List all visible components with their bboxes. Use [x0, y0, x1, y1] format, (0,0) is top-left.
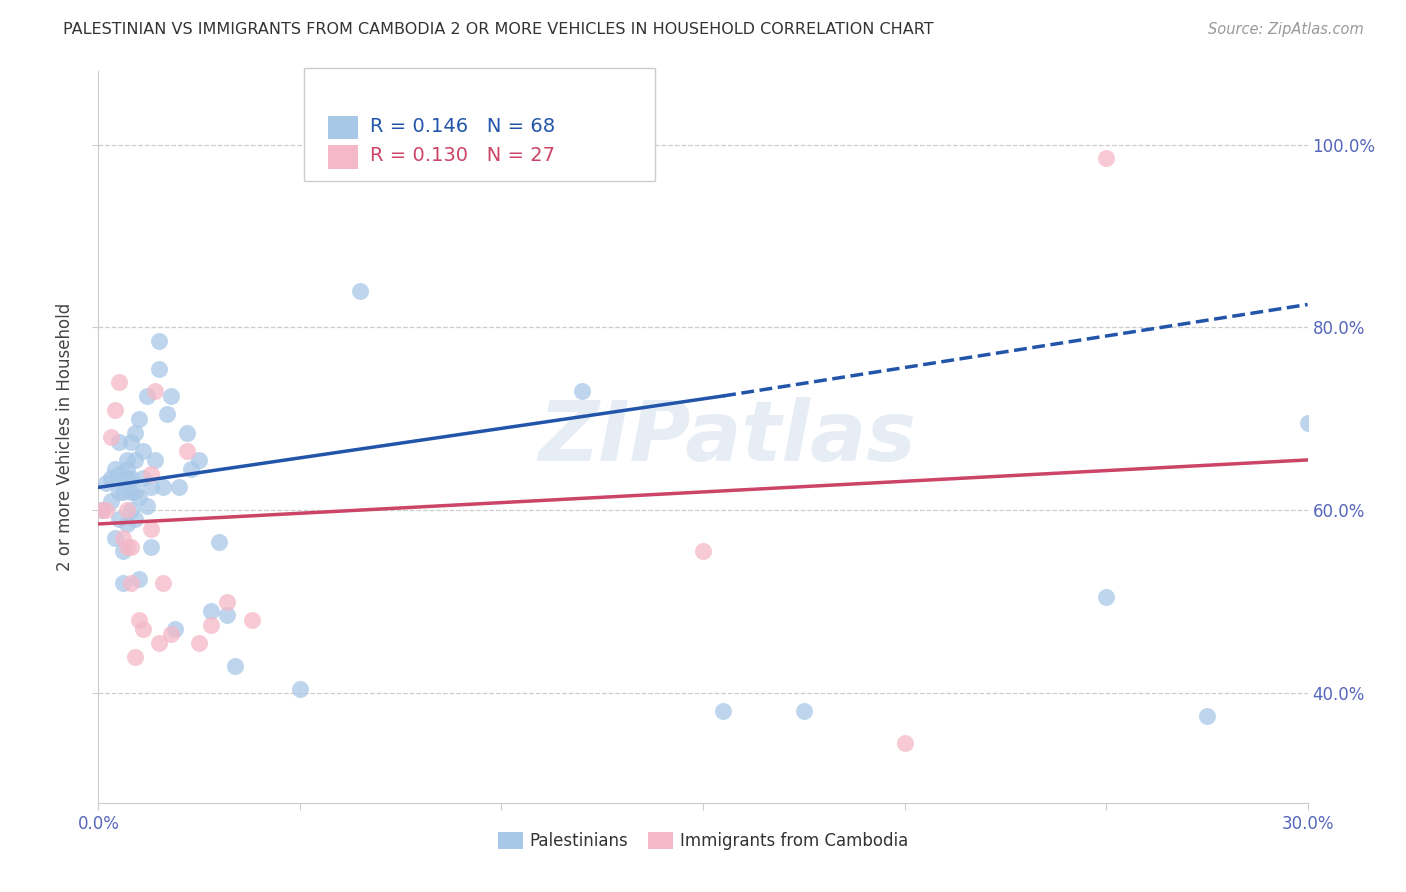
Point: [132, 622, 155, 636]
Point: [139, 521, 162, 535]
Point: [128, 490, 150, 504]
Point: [148, 334, 170, 348]
Point: [120, 434, 142, 449]
Point: [167, 480, 190, 494]
Bar: [328, 116, 359, 139]
Point: [571, 384, 593, 399]
Bar: [328, 145, 359, 169]
Point: [156, 407, 179, 421]
Point: [96, 503, 118, 517]
Text: Source: ZipAtlas.com: Source: ZipAtlas.com: [1208, 22, 1364, 37]
Point: [1296, 417, 1319, 431]
Y-axis label: 2 or more Vehicles in Household: 2 or more Vehicles in Household: [56, 303, 75, 571]
Point: [100, 430, 122, 444]
Point: [1095, 590, 1118, 604]
Point: [120, 576, 142, 591]
Point: [115, 462, 138, 476]
Point: [124, 512, 146, 526]
Point: [96, 475, 118, 490]
Point: [329, 165, 352, 179]
Text: ZIPatlas: ZIPatlas: [538, 397, 917, 477]
Point: [893, 736, 915, 750]
Point: [160, 389, 183, 403]
Point: [103, 462, 125, 476]
Point: [208, 535, 231, 549]
Point: [100, 494, 122, 508]
Point: [120, 485, 142, 500]
Point: [224, 658, 246, 673]
Point: [176, 443, 198, 458]
Point: [107, 512, 129, 526]
Point: [120, 471, 142, 485]
Point: [128, 412, 150, 426]
Point: [124, 649, 146, 664]
Point: [217, 594, 239, 608]
Point: [111, 576, 134, 591]
Point: [107, 467, 129, 481]
Point: [711, 705, 734, 719]
Point: [115, 516, 138, 531]
Point: [115, 503, 138, 517]
Point: [200, 617, 222, 632]
Text: PALESTINIAN VS IMMIGRANTS FROM CAMBODIA 2 OR MORE VEHICLES IN HOUSEHOLD CORRELAT: PALESTINIAN VS IMMIGRANTS FROM CAMBODIA …: [63, 22, 934, 37]
Point: [111, 544, 134, 558]
Text: R = 0.130   N = 27: R = 0.130 N = 27: [371, 146, 555, 165]
Point: [217, 608, 239, 623]
Point: [148, 636, 170, 650]
Point: [107, 434, 129, 449]
Legend: Palestinians, Immigrants from Cambodia: Palestinians, Immigrants from Cambodia: [491, 825, 915, 856]
Point: [143, 384, 166, 399]
Point: [135, 389, 157, 403]
Point: [793, 705, 815, 719]
Text: R = 0.146   N = 68: R = 0.146 N = 68: [371, 117, 555, 136]
Point: [128, 572, 150, 586]
Point: [160, 626, 183, 640]
Point: [103, 531, 125, 545]
Point: [163, 622, 186, 636]
Point: [148, 361, 170, 376]
Point: [120, 503, 142, 517]
Point: [107, 376, 129, 390]
Point: [139, 480, 162, 494]
FancyBboxPatch shape: [304, 68, 655, 181]
Point: [100, 471, 122, 485]
Point: [124, 425, 146, 440]
Point: [176, 425, 198, 440]
Point: [143, 453, 166, 467]
Point: [91, 503, 114, 517]
Point: [124, 453, 146, 467]
Point: [128, 613, 150, 627]
Point: [120, 540, 142, 554]
Point: [115, 540, 138, 554]
Point: [107, 485, 129, 500]
Point: [200, 604, 222, 618]
Point: [91, 503, 114, 517]
Point: [180, 462, 202, 476]
Point: [152, 480, 174, 494]
Point: [692, 544, 714, 558]
Point: [139, 540, 162, 554]
Point: [132, 443, 155, 458]
Point: [135, 499, 157, 513]
Point: [111, 531, 134, 545]
Point: [103, 402, 125, 417]
Point: [349, 284, 371, 298]
Point: [132, 471, 155, 485]
Point: [1095, 151, 1118, 165]
Point: [288, 681, 311, 696]
Point: [139, 467, 162, 481]
Point: [111, 485, 134, 500]
Point: [188, 636, 211, 650]
Point: [1195, 709, 1218, 723]
Point: [152, 576, 174, 591]
Point: [240, 613, 263, 627]
Point: [124, 485, 146, 500]
Point: [115, 471, 138, 485]
Point: [115, 453, 138, 467]
Point: [188, 453, 211, 467]
